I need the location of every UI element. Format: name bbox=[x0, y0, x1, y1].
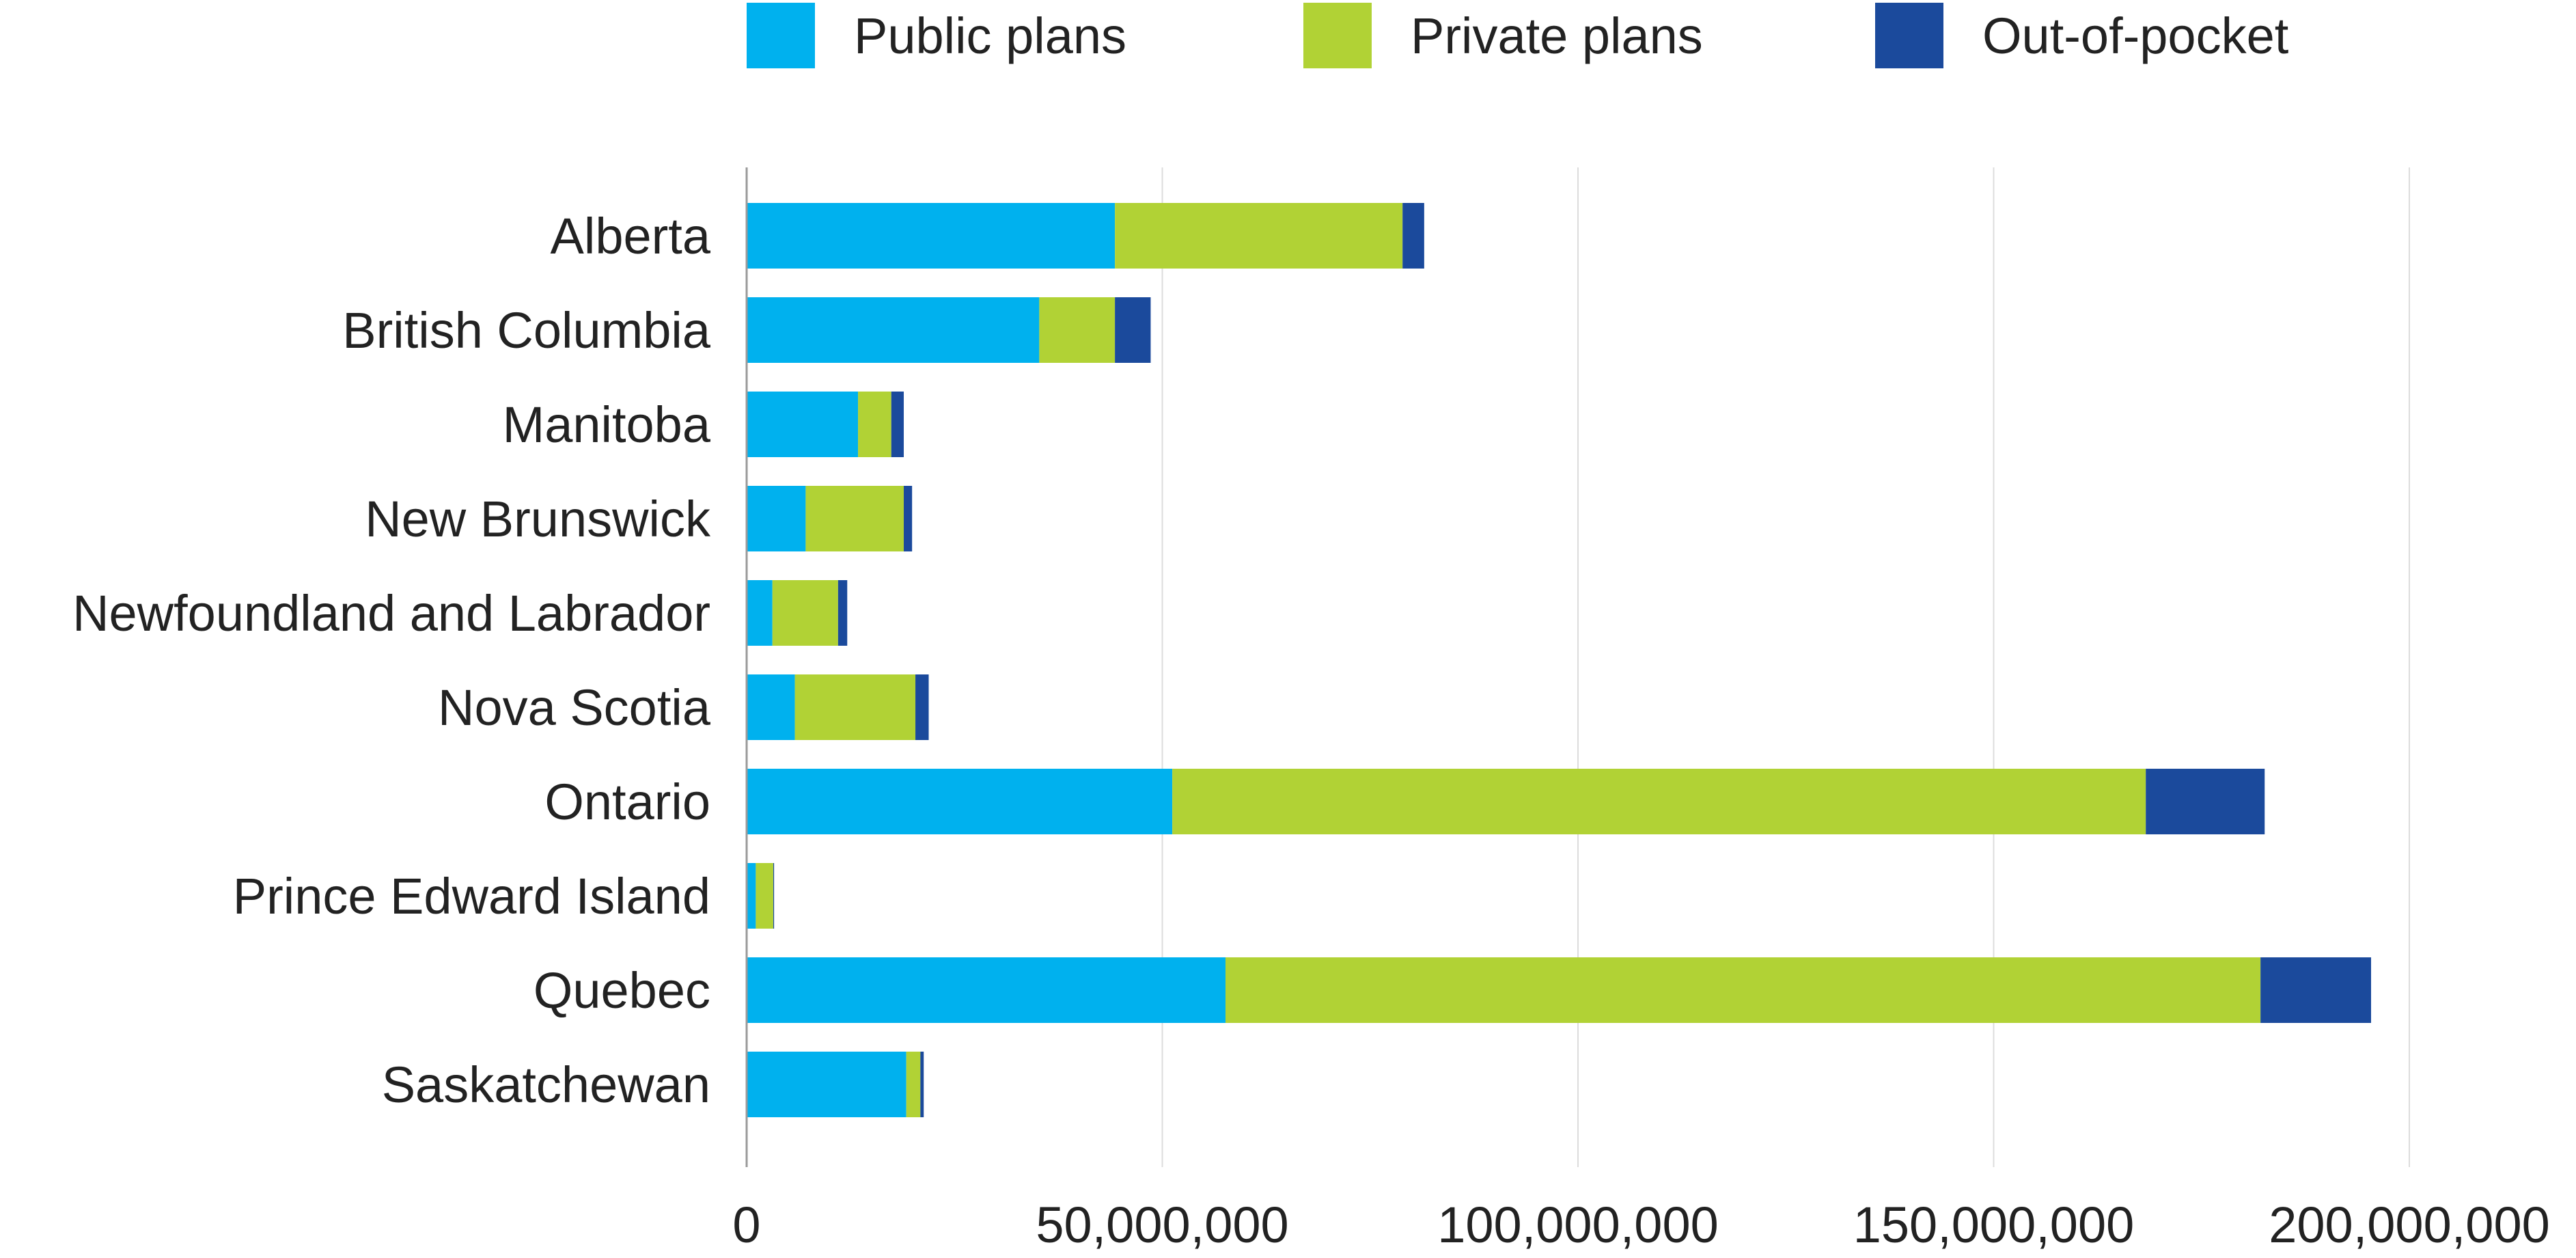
bar-manitoba-public-plans bbox=[747, 392, 859, 457]
bar-quebec-out-of-pocket bbox=[2260, 957, 2372, 1023]
bar-quebec-public-plans bbox=[747, 957, 1225, 1023]
bar-ontario-out-of-pocket bbox=[2146, 769, 2265, 834]
legend-label-public-plans: Public plans bbox=[854, 8, 1126, 64]
bar-new-brunswick-private-plans bbox=[805, 486, 904, 551]
category-label-alberta: Alberta bbox=[551, 208, 711, 264]
category-label-ontario: Ontario bbox=[544, 774, 710, 830]
bar-british-columbia-private-plans bbox=[1039, 297, 1116, 363]
bar-alberta-public-plans bbox=[747, 203, 1116, 269]
bar-nova-scotia-private-plans bbox=[794, 674, 916, 740]
bar-saskatchewan-public-plans bbox=[747, 1052, 906, 1117]
legend-label-out-of-pocket: Out-of-pocket bbox=[1982, 8, 2289, 64]
bar-quebec-private-plans bbox=[1225, 957, 2261, 1023]
bar-manitoba-out-of-pocket bbox=[891, 392, 904, 457]
bar-new-brunswick-public-plans bbox=[747, 486, 806, 551]
bar-newfoundland-and-labrador-private-plans bbox=[772, 580, 838, 646]
bar-saskatchewan-private-plans bbox=[906, 1052, 921, 1117]
legend-swatch-public-plans bbox=[747, 3, 815, 68]
x-axis-ticks: 0 50,000,000 100,000,000 150,000,000 200,000… bbox=[732, 1197, 2549, 1253]
bar-manitoba-private-plans bbox=[858, 392, 891, 457]
x-tick-label-100-000-000: 100,000,000 bbox=[1437, 1197, 1719, 1253]
category-label-new-brunswick: New Brunswick bbox=[365, 491, 711, 547]
category-label-british-columbia: British Columbia bbox=[342, 302, 711, 359]
x-tick-label-50-000-000: 50,000,000 bbox=[1036, 1197, 1288, 1253]
bar-prince-edward-island-public-plans bbox=[747, 863, 756, 929]
bar-nova-scotia-out-of-pocket bbox=[915, 674, 929, 740]
bar-nova-scotia-public-plans bbox=[747, 674, 795, 740]
category-label-quebec: Quebec bbox=[534, 962, 710, 1019]
category-label-prince-edward-island: Prince Edward Island bbox=[233, 868, 710, 925]
bars bbox=[747, 203, 2372, 1117]
bar-british-columbia-out-of-pocket bbox=[1115, 297, 1151, 363]
category-label-nova-scotia: Nova Scotia bbox=[438, 679, 711, 736]
bar-prince-edward-island-private-plans bbox=[756, 863, 773, 929]
bar-prince-edward-island-out-of-pocket bbox=[773, 863, 775, 929]
bar-alberta-out-of-pocket bbox=[1402, 203, 1424, 269]
bar-newfoundland-and-labrador-out-of-pocket bbox=[837, 580, 848, 646]
bar-ontario-private-plans bbox=[1172, 769, 2146, 834]
bar-newfoundland-and-labrador-public-plans bbox=[747, 580, 773, 646]
category-label-newfoundland-and-labrador: Newfoundland and Labrador bbox=[72, 585, 710, 642]
category-label-saskatchewan: Saskatchewan bbox=[382, 1056, 710, 1113]
legend-label-private-plans: Private plans bbox=[1411, 8, 1703, 64]
x-tick-label-200-000-000: 200,000,000 bbox=[2269, 1197, 2550, 1253]
bar-alberta-private-plans bbox=[1115, 203, 1403, 269]
category-label-manitoba: Manitoba bbox=[503, 396, 711, 453]
legend-swatch-out-of-pocket bbox=[1875, 3, 1943, 68]
x-tick-label-0: 0 bbox=[732, 1197, 760, 1253]
bar-new-brunswick-out-of-pocket bbox=[904, 486, 913, 551]
bar-saskatchewan-out-of-pocket bbox=[920, 1052, 924, 1117]
category-labels: Alberta British Columbia Manitoba New Bruns… bbox=[72, 208, 711, 1113]
bar-british-columbia-public-plans bbox=[747, 297, 1040, 363]
legend: Public plans Private plans Out-of-pocket bbox=[747, 3, 2289, 68]
legend-swatch-private-plans bbox=[1303, 3, 1372, 68]
x-tick-label-150-000-000: 150,000,000 bbox=[1853, 1197, 2135, 1253]
bar-ontario-public-plans bbox=[747, 769, 1173, 834]
